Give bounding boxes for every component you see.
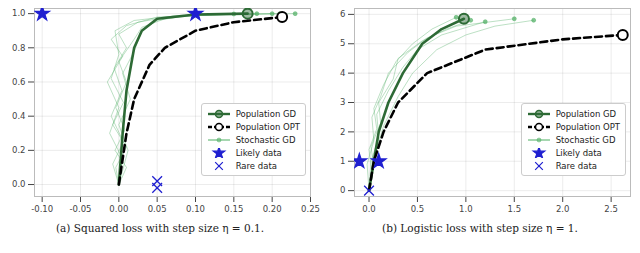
svg-text:0.6: 0.6 <box>12 77 26 87</box>
svg-text:2.5: 2.5 <box>604 204 618 214</box>
svg-text:0.10: 0.10 <box>186 204 205 214</box>
html-text:(b) Logistic loss with step si: (b) Logistic loss with step size η = 1. <box>382 222 578 234</box>
svg-text:1.5: 1.5 <box>508 204 522 214</box>
svg-text:0.00: 0.00 <box>109 204 128 214</box>
html-text:Likely data: Likely data <box>555 147 602 158</box>
html-text:Population GD: Population GD <box>235 108 297 119</box>
html-text:Population OPT: Population OPT <box>235 121 300 132</box>
svg-text:0.05: 0.05 <box>148 204 167 214</box>
svg-text:5: 5 <box>340 38 345 48</box>
svg-text:1.0: 1.0 <box>459 204 473 214</box>
svg-text:4: 4 <box>340 68 345 78</box>
svg-text:-0.05: -0.05 <box>70 204 92 214</box>
html-text:Population OPT: Population OPT <box>555 121 620 132</box>
html-text:Rare data: Rare data <box>555 160 597 171</box>
svg-text:0.25: 0.25 <box>301 204 320 214</box>
svg-text:2: 2 <box>340 127 345 137</box>
svg-text:0.0: 0.0 <box>362 204 376 214</box>
svg-text:0.2: 0.2 <box>12 145 26 155</box>
html-text:Population GD: Population GD <box>555 108 617 119</box>
svg-text:0.0: 0.0 <box>12 179 26 189</box>
svg-text:1: 1 <box>340 156 345 166</box>
html-text:Likely data: Likely data <box>235 147 282 158</box>
html-text:(a) Squared loss with step siz: (a) Squared loss with step size η = 0.1. <box>56 222 264 234</box>
svg-text:2.0: 2.0 <box>556 204 570 214</box>
html-text:Stochastic GD: Stochastic GD <box>235 134 296 145</box>
svg-text:1.0: 1.0 <box>12 8 26 18</box>
html-text:Rare data: Rare data <box>235 160 277 171</box>
svg-text:0.4: 0.4 <box>12 111 26 121</box>
svg-text:0.20: 0.20 <box>263 204 282 214</box>
svg-text:0.5: 0.5 <box>411 204 425 214</box>
svg-text:0.8: 0.8 <box>12 43 26 53</box>
svg-text:3: 3 <box>340 97 345 107</box>
svg-text:-0.10: -0.10 <box>31 204 53 214</box>
svg-text:6: 6 <box>340 9 345 19</box>
svg-text:0: 0 <box>340 185 345 195</box>
html-text:Stochastic GD: Stochastic GD <box>555 134 616 145</box>
svg-text:0.15: 0.15 <box>224 204 243 214</box>
